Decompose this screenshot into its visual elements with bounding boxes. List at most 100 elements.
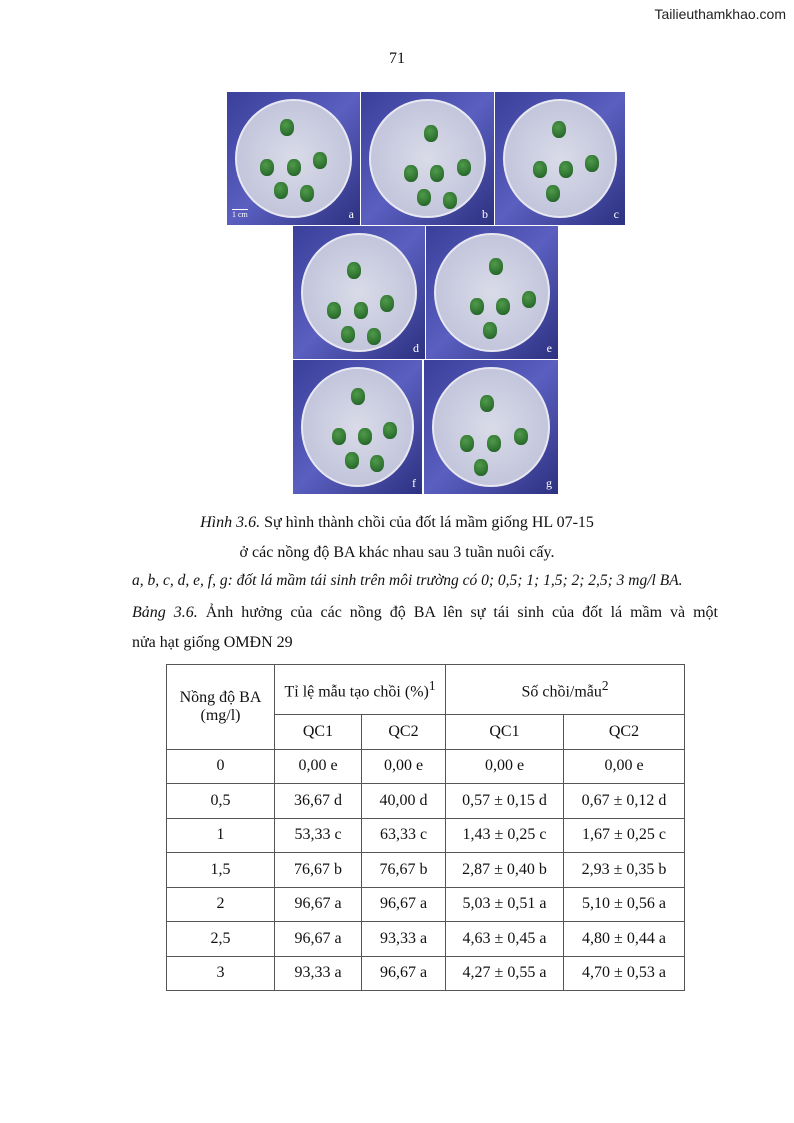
table-row: 3 93,33 a 96,67 a 4,27 ± 0,55 a 4,70 ± 0,53 … [166, 955, 685, 991]
table-row: 0 0,00 e 0,00 e 0,00 e 0,00 e [166, 748, 685, 784]
figure-caption-text: Sự hình thành chồi của đốt lá mầm giống … [260, 514, 594, 531]
watermark: Tailieuthamkhao.com [654, 6, 786, 22]
subheader-cell: QC1 [274, 714, 362, 750]
explant [273, 182, 288, 200]
explant [513, 428, 528, 446]
table-caption-line2: nửa hạt giống OMĐN 29 [132, 634, 293, 651]
petri-dish [300, 366, 415, 488]
explant [482, 321, 497, 339]
data-table: Nồng độ BA (mg/l) Tỉ lệ mẫu tạo chồi (%)… [166, 664, 685, 991]
panel-letter: a [348, 207, 354, 221]
table-cell: 76,67 b [361, 852, 446, 888]
table-cell: 0,57 ± 0,15 d [445, 783, 564, 819]
table-cell: 0,5 [166, 783, 275, 819]
subheader-cell: QC2 [361, 714, 446, 750]
table-cell: 2,5 [166, 921, 275, 957]
photo-panel: f [293, 360, 422, 494]
table-row: 2,5 96,67 a 93,33 a 4,63 ± 0,45 a 4,80 ± 0,4… [166, 921, 685, 957]
table-cell: 5,10 ± 0,56 a [563, 886, 685, 922]
table-header-row: Nồng độ BA (mg/l) Tỉ lệ mẫu tạo chồi (%)… [166, 664, 685, 750]
header-rate: Tỉ lệ mẫu tạo chồi (%)1 [274, 664, 446, 715]
explant [469, 297, 484, 315]
explant [380, 295, 395, 313]
table-cell: 63,33 c [361, 817, 446, 853]
table-cell: 96,67 a [274, 886, 362, 922]
photo-panel: b [361, 92, 494, 225]
table-cell: 40,00 d [361, 783, 446, 819]
table-cell: 0,00 e [445, 748, 564, 784]
panel-letter: d [413, 341, 419, 355]
petri-dish [234, 98, 352, 219]
explant [260, 158, 275, 176]
explant [351, 388, 366, 406]
photo-panel: c [495, 92, 625, 225]
petri-dish [502, 98, 618, 219]
explant [532, 161, 547, 179]
explant [403, 165, 418, 183]
table-caption-line1: Bảng 3.6. Ảnh hưởng của các nồng độ BA l… [132, 604, 718, 622]
subheader-cell: QC2 [563, 714, 685, 750]
figure-caption-line1: Hình 3.6. Sự hình thành chồi của đốt lá … [0, 514, 794, 532]
table-cell: 36,67 d [274, 783, 362, 819]
figure-caption-line2: ở các nồng độ BA khác nhau sau 3 tuần nu… [239, 544, 555, 561]
table-cell: 93,33 a [361, 921, 446, 957]
table-cell: 93,33 a [274, 955, 362, 991]
table-row: 0,5 36,67 d 40,00 d 0,57 ± 0,15 d 0,67 ± 0,1… [166, 783, 685, 819]
scale-bar: 1 cm [232, 209, 248, 219]
table-row: 1,5 76,67 b 76,67 b 2,87 ± 0,40 b 2,93 ± 0,3… [166, 852, 685, 888]
explant [473, 459, 488, 477]
table-caption-text: Ảnh hưởng của các nồng độ BA lên sự tái … [197, 604, 719, 621]
table-cell: 1,5 [166, 852, 275, 888]
explant [357, 428, 372, 446]
table-cell: 2,93 ± 0,35 b [563, 852, 685, 888]
photo-panel: e [426, 226, 558, 359]
explant [495, 297, 510, 315]
table-cell: 4,63 ± 0,45 a [445, 921, 564, 957]
table-cell: 1 [166, 817, 275, 853]
table-cell: 3 [166, 955, 275, 991]
explant [340, 325, 355, 343]
explant [584, 154, 599, 172]
explant [280, 118, 295, 136]
table-cell: 0 [166, 748, 275, 784]
explant [331, 428, 346, 446]
explant [460, 435, 475, 453]
explant [522, 291, 537, 309]
footnote-mark: 2 [601, 677, 609, 693]
table-cell: 0,00 e [274, 748, 362, 784]
table-cell: 4,70 ± 0,53 a [563, 955, 685, 991]
footnote-mark: 1 [428, 677, 436, 693]
explant [286, 158, 301, 176]
explant [383, 421, 398, 439]
table-cell: 1,67 ± 0,25 c [563, 817, 685, 853]
explant [486, 435, 501, 453]
explant [558, 161, 573, 179]
explant [344, 452, 359, 470]
table-cell: 76,67 b [274, 852, 362, 888]
header-text: Nồng độ BA (mg/l) [179, 688, 262, 724]
header-text: Tỉ lệ mẫu tạo chồi (%) [284, 683, 429, 701]
table-cell: 5,03 ± 0,51 a [445, 886, 564, 922]
table-cell: 4,80 ± 0,44 a [563, 921, 685, 957]
explant [300, 185, 315, 203]
panel-letter: f [412, 476, 416, 490]
panel-letter: c [613, 207, 619, 221]
figure-label: Hình 3.6. [200, 514, 261, 531]
table-cell: 0,67 ± 0,12 d [563, 783, 685, 819]
table-cell: 0,00 e [361, 748, 446, 784]
photo-panel: d [293, 226, 425, 359]
explant [416, 189, 431, 207]
explant [489, 257, 504, 275]
table-cell: 1,43 ± 0,25 c [445, 817, 564, 853]
panel-letter: g [546, 476, 552, 490]
header-shoots: Số chồi/mẫu2 [445, 664, 685, 715]
header-text: Số chồi/mẫu [521, 683, 602, 701]
panel-letter: e [546, 341, 552, 355]
table-cell: 4,27 ± 0,55 a [445, 955, 564, 991]
explant [545, 185, 560, 203]
explant [370, 455, 385, 473]
table-subheader-row: QC1 QC2 QC1 QC2 [167, 714, 685, 750]
table-cell: 53,33 c [274, 817, 362, 853]
table-cell: 2 [166, 886, 275, 922]
explant [327, 301, 342, 319]
